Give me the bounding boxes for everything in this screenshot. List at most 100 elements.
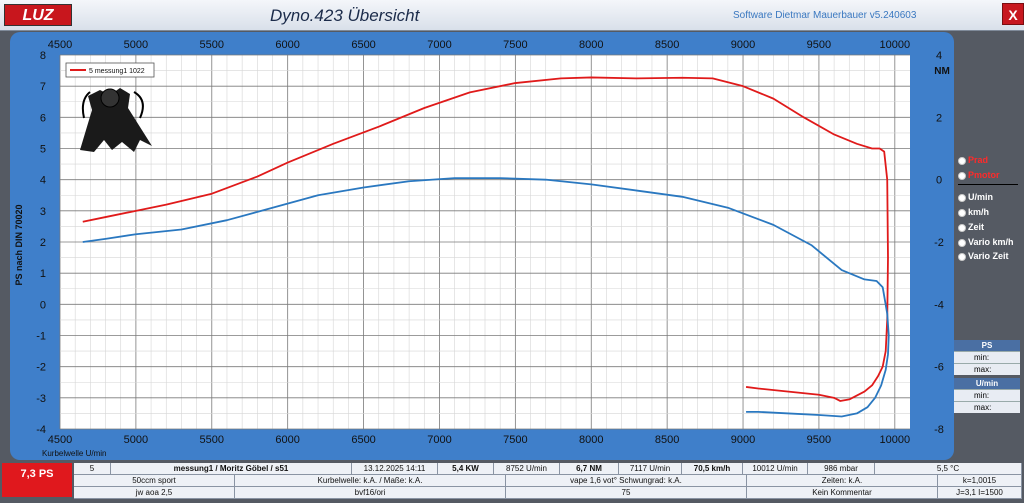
crank-info: Kurbelwelle: k.A. / Maße: k.A. (235, 475, 506, 486)
y-right-tick: -8 (934, 424, 944, 436)
jet-info: 75 (506, 487, 747, 498)
ps-max-label: max: (954, 363, 1020, 375)
y-right-tick: 2 (936, 112, 942, 124)
comment: Kein Kommentar (747, 487, 938, 498)
y-left-tick: 5 (40, 144, 46, 156)
umin-min-label: min: (954, 389, 1020, 401)
y-left-tick: -1 (36, 331, 46, 343)
ps-box-title: PS (954, 340, 1020, 351)
y-left-tick: -2 (36, 362, 46, 374)
x-bottom-tick: 5500 (200, 434, 224, 446)
series-line-power (82, 76, 889, 402)
x-bottom-tick: 10000 (880, 434, 911, 446)
radio-icon (958, 223, 966, 232)
info-row-1: 5 messung1 / Moritz Göbel / s51 13.12.20… (74, 463, 1022, 475)
y-left-tick: 0 (40, 299, 46, 311)
x-top-tick: 5500 (200, 39, 224, 51)
option-label: U/min (968, 192, 994, 202)
x-bottom-tick: 9500 (807, 434, 831, 446)
option-u-min[interactable]: U/min (958, 192, 993, 202)
engine-type: 50ccm sport (74, 475, 235, 486)
option-label: km/h (968, 207, 990, 217)
info-row-3: jw aoa 2,5 bvf16/ori 75 Kein Kommentar J… (74, 487, 1022, 499)
radio-icon (958, 171, 966, 180)
option-km-h[interactable]: km/h (958, 207, 989, 217)
x-bottom-tick: 7500 (503, 434, 527, 446)
x-top-tick: 7500 (503, 39, 527, 51)
team-emblem-image (80, 88, 152, 152)
option-vario-km-h[interactable]: Vario km/h (958, 237, 1014, 247)
y-left-tick: 2 (40, 237, 46, 249)
temperature: 5,5 °C (875, 463, 1022, 474)
max-ps-display: 7,3 PS (2, 463, 72, 497)
y-left-tick: 8 (40, 50, 46, 62)
radio-icon (958, 156, 966, 165)
x-bottom-tick: 4500 (48, 434, 72, 446)
window-title: Dyno.423 Übersicht (270, 6, 420, 25)
x-top-tick: 9500 (807, 39, 831, 51)
x-top-tick: 6000 (275, 39, 299, 51)
option-label: Pmotor (968, 170, 1000, 180)
option-label: Prad (968, 155, 989, 165)
dyno-chart: 4500450050005000550055006000600065006500… (14, 39, 950, 458)
ignition-info: vape 1,6 vot° Schwungrad: k.A. (506, 475, 747, 486)
x-top-tick: 10000 (880, 39, 911, 51)
radio-icon (958, 238, 966, 247)
x-top-tick: 8000 (579, 39, 603, 51)
y-left-tick: 4 (40, 175, 46, 187)
y-left-tick: -3 (36, 393, 46, 405)
y-axis-label: PS nach DIN 70020 (14, 204, 24, 285)
run-name: messung1 / Moritz Göbel / s51 (111, 463, 352, 474)
y-right-tick: -4 (934, 299, 944, 311)
y-right-tick: -2 (934, 237, 944, 249)
y-left-tick: 7 (40, 81, 46, 93)
y-right-tick: 4 (936, 50, 942, 62)
info-table: 5 messung1 / Moritz Göbel / s51 13.12.20… (74, 463, 1022, 499)
options-separator (958, 184, 1018, 185)
option-label: Zeit (968, 222, 985, 232)
x-bottom-tick: 8000 (579, 434, 603, 446)
y-right-tick: -6 (934, 362, 944, 374)
x-top-tick: 8500 (655, 39, 679, 51)
umin-box-title: U/min (954, 378, 1020, 389)
x-top-tick: 6500 (351, 39, 375, 51)
radio-icon (958, 193, 966, 202)
exhaust-info: jw aoa 2,5 (74, 487, 235, 498)
option-label: Vario Zeit (968, 251, 1009, 261)
info-row-2: 50ccm sport Kurbelwelle: k.A. / Maße: k.… (74, 475, 1022, 487)
legend-box (65, 62, 155, 78)
k-factor: k=1,0015 (938, 475, 1022, 486)
run-date: 13.12.2025 14:11 (352, 463, 438, 474)
y-left-tick: 1 (40, 268, 46, 280)
x-top-tick: 9000 (731, 39, 755, 51)
inertia-info: J=3,1 I=1500 (938, 487, 1022, 498)
nm-rpm: 7117 U/min (619, 463, 682, 474)
max-speed: 70,5 km/h (682, 463, 743, 474)
x-bottom-tick: 6500 (351, 434, 375, 446)
umin-minmax-box: U/min min: max: (954, 378, 1020, 413)
y-right-unit: NM (934, 66, 950, 77)
close-button[interactable]: X (1002, 3, 1024, 25)
times-info: Zeiten: k.A. (747, 475, 938, 486)
max-kw: 5,4 KW (438, 463, 494, 474)
series-line-torque (82, 177, 890, 418)
option-prad[interactable]: Prad (958, 155, 988, 165)
option-pmotor[interactable]: Pmotor (958, 170, 1000, 180)
run-number: 5 (74, 463, 111, 474)
ps-minmax-box: PS min: max: (954, 340, 1020, 375)
air-pressure: 986 mbar (808, 463, 875, 474)
y-left-tick: 6 (40, 112, 46, 124)
x-bottom-tick: 8500 (655, 434, 679, 446)
y-left-tick: -4 (36, 424, 46, 436)
option-vario-zeit[interactable]: Vario Zeit (958, 251, 1009, 261)
option-zeit[interactable]: Zeit (958, 222, 984, 232)
x-top-tick: 4500 (48, 39, 72, 51)
radio-icon (958, 252, 966, 261)
x-bottom-tick: 7000 (427, 434, 451, 446)
x-top-tick: 7000 (427, 39, 451, 51)
y-right-tick: 0 (936, 175, 942, 187)
ps-min-label: min: (954, 351, 1020, 363)
max-rpm: 10012 U/min (743, 463, 808, 474)
radio-icon (958, 208, 966, 217)
luz-logo: LUZ (4, 4, 72, 26)
